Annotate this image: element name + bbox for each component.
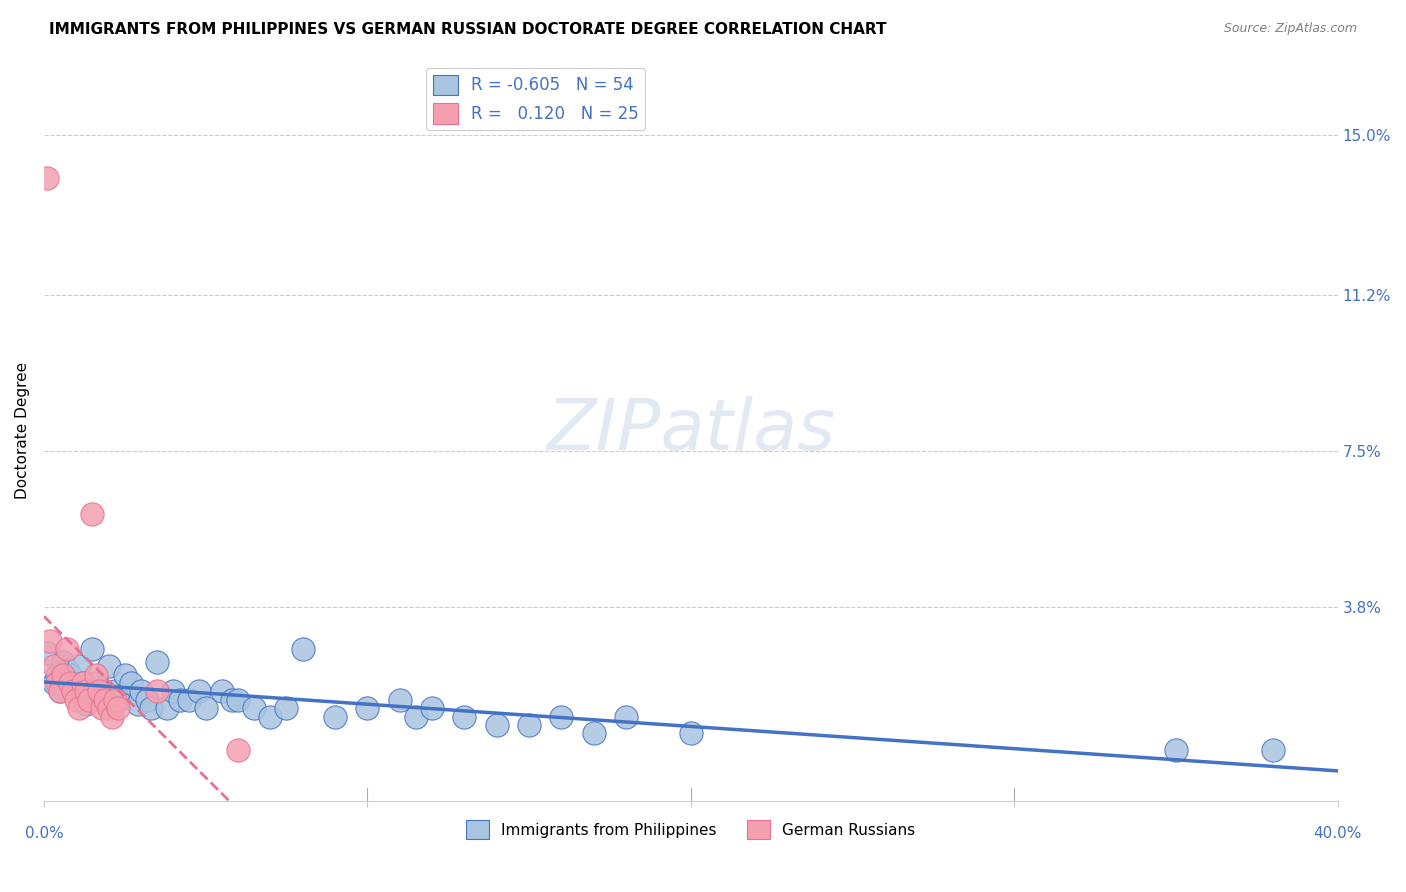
Point [156,701,179,715]
Point [550,709,572,723]
Point [323,709,346,723]
Point [77,684,100,698]
Point [517,718,540,732]
Point [91,693,114,707]
Point [405,709,427,723]
Point [45,676,67,690]
Point [69,659,91,673]
Point [1164,743,1187,757]
Point [65,684,87,698]
Point [49,684,72,698]
Point [91,701,114,715]
Point [136,693,159,707]
Point [52,655,75,669]
Point [356,701,378,715]
Legend: Immigrants from Philippines, German Russians: Immigrants from Philippines, German Russ… [460,814,922,845]
Point [87,684,110,698]
Point [77,693,100,707]
Point [226,693,249,707]
Point [146,655,169,669]
Point [75,697,97,711]
Point [453,709,475,723]
Point [211,684,233,698]
Point [614,709,637,723]
Text: IMMIGRANTS FROM PHILIPPINES VS GERMAN RUSSIAN DOCTORATE DEGREE CORRELATION CHART: IMMIGRANTS FROM PHILIPPINES VS GERMAN RU… [49,22,887,37]
Point [62,676,84,690]
Point [1261,743,1284,757]
Point [139,701,162,715]
Point [37,647,59,661]
Point [107,701,129,715]
Text: 0.0%: 0.0% [24,826,63,841]
Point [188,684,211,698]
Point [276,701,298,715]
Point [55,642,77,657]
Y-axis label: Doctorate Degree: Doctorate Degree [15,361,30,499]
Point [82,642,104,657]
Point [42,659,65,673]
Point [146,684,169,698]
Point [169,693,191,707]
Point [59,667,82,681]
Point [84,676,107,690]
Point [194,701,217,715]
Point [101,709,124,723]
Point [179,693,201,707]
Point [291,642,314,657]
Point [97,659,120,673]
Point [162,684,184,698]
Point [49,684,72,698]
Point [82,508,104,522]
Point [107,693,129,707]
Point [243,701,266,715]
Point [104,684,127,698]
Point [65,693,87,707]
Legend: R = -0.605   N = 54, R =   0.120   N = 25: R = -0.605 N = 54, R = 0.120 N = 25 [426,68,645,130]
Point [87,684,110,698]
Point [259,709,281,723]
Point [42,676,65,690]
Point [84,667,107,681]
Point [69,701,91,715]
Point [129,684,152,698]
Point [39,633,62,648]
Text: Source: ZipAtlas.com: Source: ZipAtlas.com [1223,22,1357,36]
Point [75,684,97,698]
Point [72,676,94,690]
Point [226,743,249,757]
Point [45,667,67,681]
Point [94,693,117,707]
Text: ZIPatlas: ZIPatlas [547,396,835,465]
Point [62,684,84,698]
Point [55,663,77,677]
Point [221,693,243,707]
Point [120,676,142,690]
Point [97,701,120,715]
Point [582,726,605,740]
Point [679,726,702,740]
Point [59,676,82,690]
Point [114,667,136,681]
Point [37,170,59,185]
Point [485,718,508,732]
Point [52,667,75,681]
Point [388,693,411,707]
Point [127,697,149,711]
Point [72,676,94,690]
Point [104,693,127,707]
Point [420,701,443,715]
Text: 40.0%: 40.0% [1313,826,1362,841]
